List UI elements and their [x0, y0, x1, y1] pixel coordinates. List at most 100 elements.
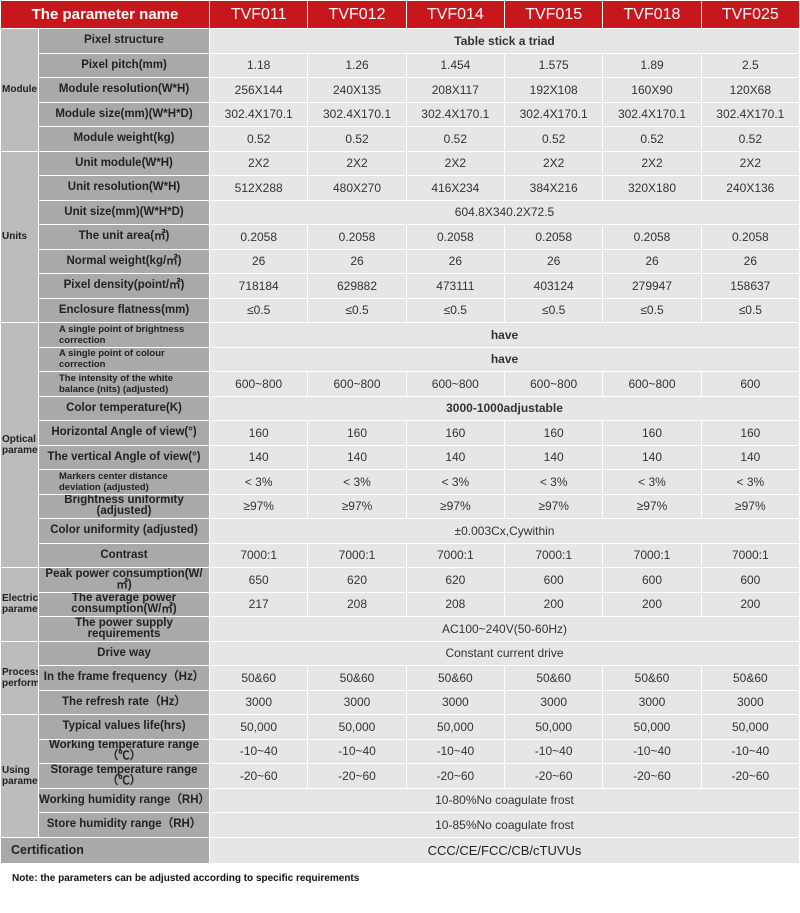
parameter-label: Pixel structure	[37, 28, 211, 54]
table-row: Using parameterTypical values life(hrs)5…	[0, 714, 800, 838]
table-row: Units Unit module(W*H) 2X2 2X2 2X2 2X2 2X2 2X2	[0, 150, 800, 323]
value-cell: 302.4X170.1	[503, 101, 604, 127]
value-cell: 50&60	[503, 665, 604, 691]
table-row: Horizontal Angle of view(°) 160 160 160 160 1…	[1, 420, 800, 446]
value-cell: 1.454	[405, 52, 506, 78]
value-cell: 0.2058	[503, 224, 604, 250]
value-cell: < 3%	[503, 469, 604, 495]
value-cell: ≤0.5	[700, 297, 800, 323]
value-cell: 200	[503, 591, 604, 617]
parameter-label: Storage temperature range（℃）	[37, 763, 211, 789]
value-cell: 1.26	[307, 52, 407, 78]
table-row: Unit size(mm)(W*H*D) 604.8X340.2X72.5	[1, 199, 800, 225]
value-cell: 600~800	[405, 371, 506, 397]
value-cell: 50&60	[307, 665, 407, 691]
value-cell: 192X108	[503, 77, 604, 103]
value-cell: 600~800	[209, 371, 309, 397]
value-cell: -10~40	[405, 738, 506, 764]
value-cell: 26	[602, 248, 702, 274]
value-cell: 140	[405, 444, 506, 470]
value-cell: 0.52	[602, 126, 702, 152]
parameter-label: Unit module(W*H)	[37, 150, 211, 176]
parameter-label: Module resolution(W*H)	[37, 77, 211, 103]
parameter-label: Working temperature range（℃）	[37, 738, 211, 764]
value-cell: 302.4X170.1	[405, 101, 506, 127]
value-cell: ≤0.5	[307, 297, 407, 323]
model-header: TVF014	[405, 0, 506, 29]
value-cell: 2X2	[209, 150, 309, 176]
value-cell: 208	[405, 591, 506, 617]
merged-value: AC100~240V(50-60Hz)	[209, 616, 800, 642]
table-row: Pixel pitch(mm) 1.18 1.26 1.454 1.575 1.89 2.5	[1, 52, 800, 78]
value-cell: 26	[307, 248, 407, 274]
value-cell: ≥97%	[209, 493, 309, 519]
table-row: Pixel density(point/㎡) 718184 629882 473111…	[1, 273, 800, 299]
parameter-label: In the frame frequency（Hz）	[37, 665, 211, 691]
parameter-label: Module size(mm)(W*H*D)	[37, 101, 211, 127]
value-cell: -10~40	[700, 738, 800, 764]
table-row: The unit area(㎡) 0.2058 0.2058 0.2058 0.2058…	[1, 224, 800, 250]
value-cell: 26	[503, 248, 604, 274]
parameter-label: The unit area(㎡)	[37, 224, 211, 250]
parameter-label: Pixel pitch(mm)	[37, 52, 211, 78]
parameter-label: Normal weight(kg/㎡)	[37, 248, 211, 274]
value-cell: 160	[209, 420, 309, 446]
value-cell: 512X288	[209, 175, 309, 201]
table-row: Electrical parametersPeak power consumpt…	[0, 567, 800, 642]
value-cell: 1.575	[503, 52, 604, 78]
parameter-label: Contrast	[37, 542, 211, 568]
value-cell: 160	[307, 420, 407, 446]
value-cell: -20~60	[602, 763, 702, 789]
table-row: Module size(mm)(W*H*D) 302.4X170.1 302.4X1…	[1, 101, 800, 127]
value-cell: 7000:1	[700, 542, 800, 568]
merged-value: have	[209, 346, 800, 372]
parameter-label: A single point of brightness correction	[37, 322, 211, 348]
value-cell: -10~40	[503, 738, 604, 764]
value-cell: 0.2058	[602, 224, 702, 250]
value-cell: 0.2058	[307, 224, 407, 250]
value-cell: 384X216	[503, 175, 604, 201]
value-cell: 7000:1	[405, 542, 506, 568]
value-cell: 2X2	[307, 150, 407, 176]
model-header: TVF012	[307, 0, 407, 29]
value-cell: 200	[700, 591, 800, 617]
value-cell: ≥97%	[405, 493, 506, 519]
parameter-label: Store humidity range（RH）	[37, 812, 211, 838]
value-cell: 1.89	[602, 52, 702, 78]
value-cell: 0.2058	[405, 224, 506, 250]
value-cell: 3000	[700, 689, 800, 715]
value-cell: 320X180	[602, 175, 702, 201]
value-cell: 50,000	[700, 714, 800, 740]
value-cell: ≥97%	[602, 493, 702, 519]
header-row: The parameter name TVF011 TVF012 TVF014 TVF…	[0, 0, 800, 29]
merged-value: 604.8X340.2X72.5	[209, 199, 800, 225]
group-label: Processing performance	[0, 640, 39, 715]
parameter-label: Unit resolution(W*H)	[37, 175, 211, 201]
table-row: Contrast 7000:1 7000:1 7000:1 7000:1 7000:1 70…	[1, 542, 800, 568]
value-cell: 50,000	[503, 714, 604, 740]
value-cell: 50&60	[209, 665, 309, 691]
value-cell: 600	[700, 371, 800, 397]
value-cell: 302.4X170.1	[602, 101, 702, 127]
parameter-label: Enclosure flatness(mm)	[37, 297, 211, 323]
merged-value: 10-80%No coagulate frost	[209, 787, 800, 813]
value-cell: -20~60	[209, 763, 309, 789]
merged-value: 3000-1000adjustable	[209, 395, 800, 421]
value-cell: -10~40	[602, 738, 702, 764]
parameter-label: Unit size(mm)(W*H*D)	[37, 199, 211, 225]
table-row: Enclosure flatness(mm) ≤0.5 ≤0.5 ≤0.5 ≤0.5 ≤0…	[1, 297, 800, 323]
table-row: The average power consumption(W/㎡) 217 208…	[1, 591, 800, 617]
value-cell: 3000	[602, 689, 702, 715]
value-cell: 650	[209, 567, 309, 593]
value-cell: 2X2	[700, 150, 800, 176]
table-row: Store humidity range（RH） 10-85%No coagula…	[1, 812, 800, 838]
parameter-label: A single point of colour correction	[37, 346, 211, 372]
table-row: Normal weight(kg/㎡) 26 26 26 26 26 26	[1, 248, 800, 274]
value-cell: 302.4X170.1	[209, 101, 309, 127]
value-cell: 256X144	[209, 77, 309, 103]
value-cell: 160	[700, 420, 800, 446]
parameter-label: Horizontal Angle of view(°)	[37, 420, 211, 446]
value-cell: 3000	[307, 689, 407, 715]
table-row: Color temperature(K) 3000-1000adjustable	[1, 395, 800, 421]
parameter-label: Color temperature(K)	[37, 395, 211, 421]
